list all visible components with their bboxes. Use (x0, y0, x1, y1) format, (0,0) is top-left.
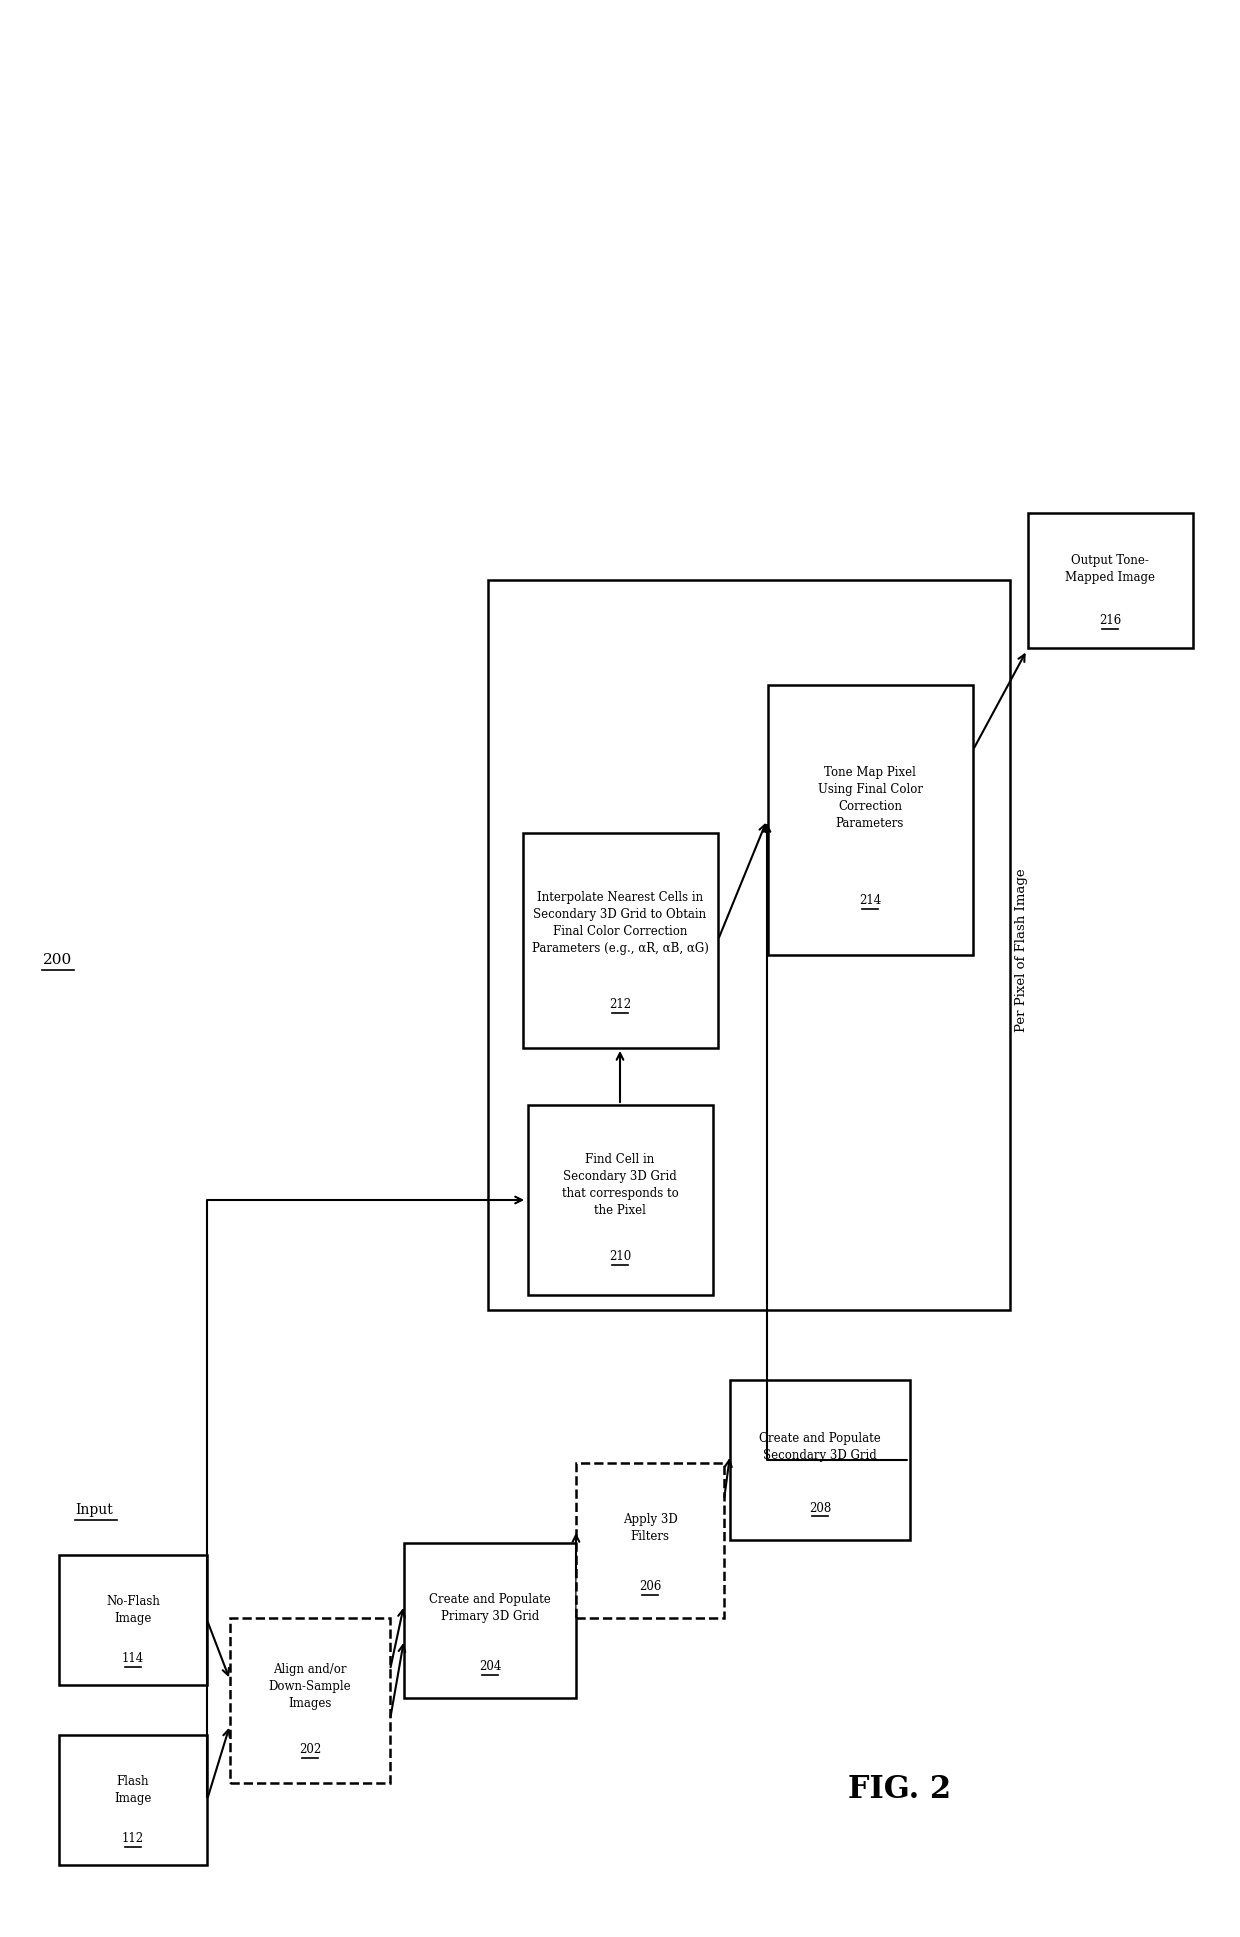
Text: 204: 204 (479, 1660, 501, 1674)
Text: 208: 208 (808, 1501, 831, 1515)
Bar (489, 579, 1011, 1309)
Bar (404, 1542, 577, 1697)
Text: 212: 212 (609, 998, 631, 1011)
Text: Tone Map Pixel
Using Final Color
Correction
Parameters: Tone Map Pixel Using Final Color Correct… (817, 767, 923, 831)
Text: FIG. 2: FIG. 2 (848, 1774, 951, 1805)
Text: Find Cell in
Secondary 3D Grid
that corresponds to
the Pixel: Find Cell in Secondary 3D Grid that corr… (562, 1153, 678, 1216)
Bar (768, 686, 972, 955)
Text: 202: 202 (299, 1743, 321, 1757)
Bar (577, 1462, 724, 1617)
Text: 210: 210 (609, 1251, 631, 1263)
Text: Output Tone-
Mapped Image: Output Tone- Mapped Image (1065, 554, 1154, 585)
Text: Create and Populate
Secondary 3D Grid: Create and Populate Secondary 3D Grid (759, 1431, 880, 1462)
Text: 112: 112 (122, 1832, 144, 1846)
Text: Create and Populate
Primary 3D Grid: Create and Populate Primary 3D Grid (429, 1592, 551, 1623)
Text: Flash
Image: Flash Image (114, 1774, 151, 1805)
Bar (522, 833, 718, 1048)
Bar (527, 1104, 713, 1296)
Text: Interpolate Nearest Cells in
Secondary 3D Grid to Obtain
Final Color Correction
: Interpolate Nearest Cells in Secondary 3… (532, 891, 708, 955)
Text: Apply 3D
Filters: Apply 3D Filters (622, 1513, 677, 1542)
Bar (1028, 513, 1193, 647)
Text: Per Pixel of Flash Image: Per Pixel of Flash Image (1016, 868, 1028, 1032)
Bar (229, 1617, 391, 1782)
Bar (60, 1736, 207, 1865)
Text: Align and/or
Down-Sample
Images: Align and/or Down-Sample Images (269, 1664, 351, 1710)
Text: Input: Input (74, 1503, 113, 1517)
Bar (60, 1555, 207, 1685)
Text: 214: 214 (859, 895, 882, 908)
Text: 206: 206 (639, 1581, 661, 1592)
Text: No-Flash
Image: No-Flash Image (107, 1594, 160, 1625)
Text: 114: 114 (122, 1652, 144, 1666)
Text: 200: 200 (43, 953, 73, 967)
Text: 216: 216 (1099, 614, 1121, 628)
Bar (730, 1379, 910, 1540)
